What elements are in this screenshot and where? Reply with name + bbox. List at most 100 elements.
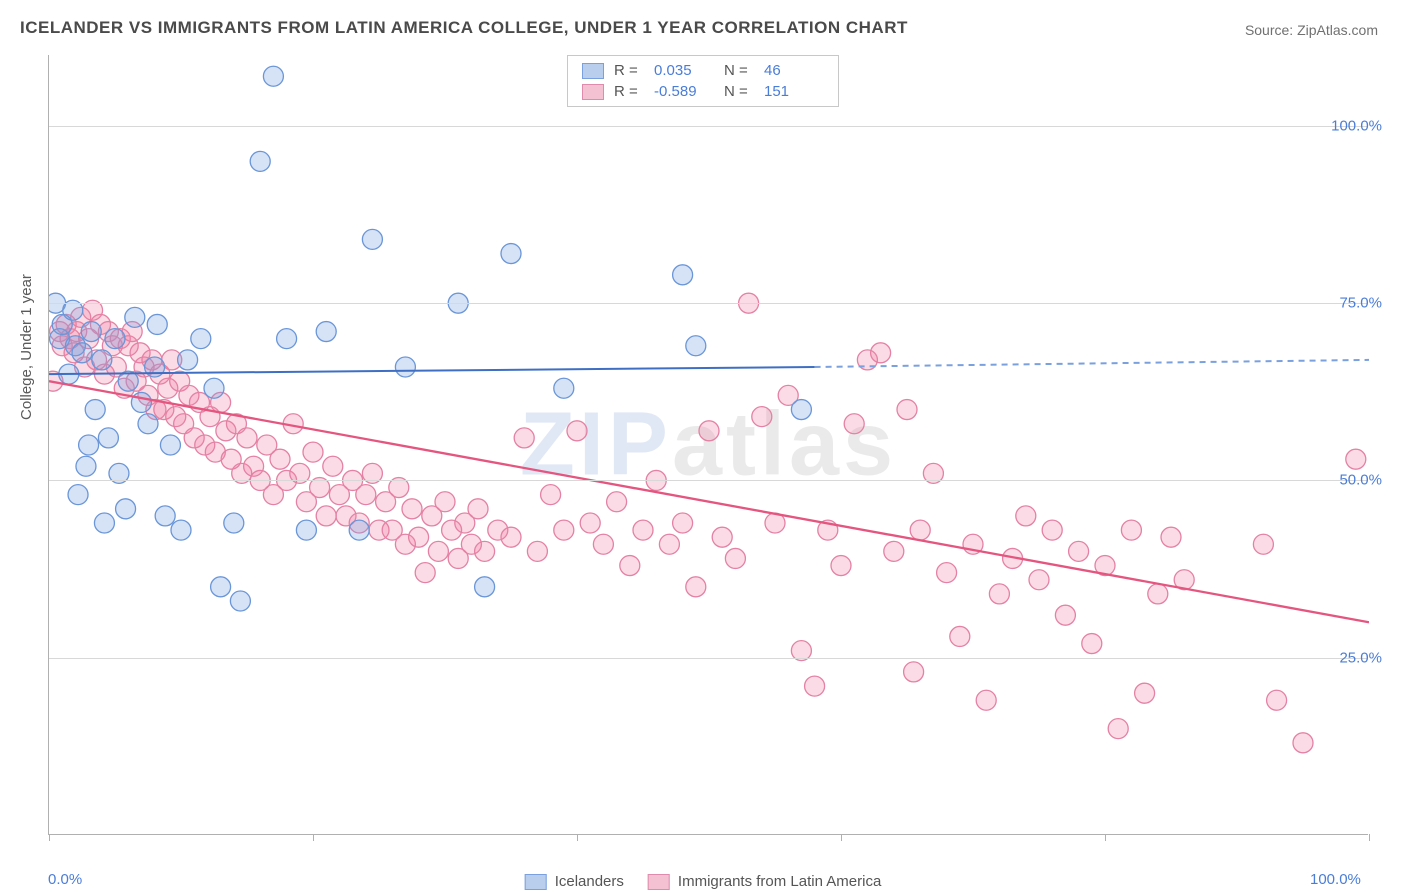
legend-r-label: R = xyxy=(614,83,644,100)
legend-bottom: Icelanders Immigrants from Latin America xyxy=(525,873,882,890)
scatter-point xyxy=(160,435,180,455)
y-tick-label: 75.0% xyxy=(1339,295,1382,312)
scatter-point xyxy=(1029,570,1049,590)
scatter-point xyxy=(673,513,693,533)
scatter-point xyxy=(1016,506,1036,526)
legend-bottom-label: Icelanders xyxy=(555,873,624,890)
y-tick-label: 50.0% xyxy=(1339,472,1382,489)
gridline-h xyxy=(49,303,1368,304)
scatter-point xyxy=(976,690,996,710)
scatter-point xyxy=(435,492,455,512)
scatter-point xyxy=(270,449,290,469)
scatter-point xyxy=(989,584,1009,604)
scatter-point xyxy=(1346,449,1366,469)
y-tick-label: 25.0% xyxy=(1339,649,1382,666)
scatter-point xyxy=(303,442,323,462)
scatter-point xyxy=(79,435,99,455)
trend-line xyxy=(49,381,1369,622)
scatter-point xyxy=(94,513,114,533)
scatter-point xyxy=(415,563,435,583)
legend-swatch xyxy=(582,84,604,100)
y-axis-label: College, Under 1 year xyxy=(18,274,35,420)
scatter-point xyxy=(527,541,547,561)
scatter-point xyxy=(725,548,745,568)
source-label: Source: ZipAtlas.com xyxy=(1245,22,1378,38)
scatter-point xyxy=(1055,605,1075,625)
scatter-point xyxy=(81,322,101,342)
scatter-point xyxy=(699,421,719,441)
legend-bottom-item: Immigrants from Latin America xyxy=(648,873,881,890)
scatter-point xyxy=(904,662,924,682)
scatter-svg xyxy=(49,55,1369,835)
scatter-point xyxy=(871,343,891,363)
legend-r-value: 0.035 xyxy=(654,62,714,79)
legend-swatch xyxy=(525,874,547,890)
scatter-point xyxy=(554,378,574,398)
gridline-h xyxy=(49,658,1368,659)
gridline-h xyxy=(49,480,1368,481)
legend-bottom-label: Immigrants from Latin America xyxy=(678,873,881,890)
scatter-point xyxy=(620,556,640,576)
scatter-point xyxy=(428,541,448,561)
legend-swatch xyxy=(648,874,670,890)
scatter-point xyxy=(131,392,151,412)
scatter-point xyxy=(475,541,495,561)
scatter-point xyxy=(937,563,957,583)
scatter-point xyxy=(125,307,145,327)
scatter-point xyxy=(514,428,534,448)
scatter-point xyxy=(554,520,574,540)
scatter-point xyxy=(277,329,297,349)
scatter-point xyxy=(147,314,167,334)
scatter-point xyxy=(323,456,343,476)
scatter-point xyxy=(752,407,772,427)
scatter-point xyxy=(138,414,158,434)
legend-n-value: 151 xyxy=(764,83,824,100)
scatter-point xyxy=(349,520,369,540)
scatter-point xyxy=(250,151,270,171)
scatter-point xyxy=(541,485,561,505)
scatter-point xyxy=(211,577,231,597)
scatter-point xyxy=(230,591,250,611)
tick-x xyxy=(313,834,314,841)
scatter-point xyxy=(92,350,112,370)
tick-x xyxy=(1105,834,1106,841)
scatter-point xyxy=(897,400,917,420)
trend-line-dash xyxy=(815,360,1369,367)
scatter-point xyxy=(1293,733,1313,753)
plot-area: ZIPatlas xyxy=(48,55,1368,835)
tick-x xyxy=(49,834,50,841)
scatter-point xyxy=(263,66,283,86)
scatter-point xyxy=(362,229,382,249)
legend-n-value: 46 xyxy=(764,62,824,79)
scatter-point xyxy=(593,534,613,554)
scatter-point xyxy=(1042,520,1062,540)
tick-x xyxy=(841,834,842,841)
scatter-point xyxy=(1082,634,1102,654)
scatter-point xyxy=(950,626,970,646)
scatter-point xyxy=(831,556,851,576)
scatter-point xyxy=(1135,683,1155,703)
scatter-point xyxy=(316,322,336,342)
gridline-h xyxy=(49,126,1368,127)
legend-r-value: -0.589 xyxy=(654,83,714,100)
scatter-point xyxy=(191,329,211,349)
scatter-point xyxy=(395,357,415,377)
scatter-point xyxy=(607,492,627,512)
scatter-point xyxy=(791,400,811,420)
scatter-point xyxy=(580,513,600,533)
tick-x xyxy=(1369,834,1370,841)
scatter-point xyxy=(316,506,336,526)
scatter-point xyxy=(475,577,495,597)
scatter-point xyxy=(409,527,429,547)
legend-top: R =0.035N =46R =-0.589N =151 xyxy=(567,55,839,107)
scatter-point xyxy=(402,499,422,519)
legend-swatch xyxy=(582,63,604,79)
scatter-point xyxy=(116,499,136,519)
x-tick-label: 100.0% xyxy=(1310,871,1361,888)
scatter-point xyxy=(224,513,244,533)
scatter-point xyxy=(98,428,118,448)
scatter-point xyxy=(633,520,653,540)
legend-n-label: N = xyxy=(724,83,754,100)
scatter-point xyxy=(76,456,96,476)
scatter-point xyxy=(356,485,376,505)
